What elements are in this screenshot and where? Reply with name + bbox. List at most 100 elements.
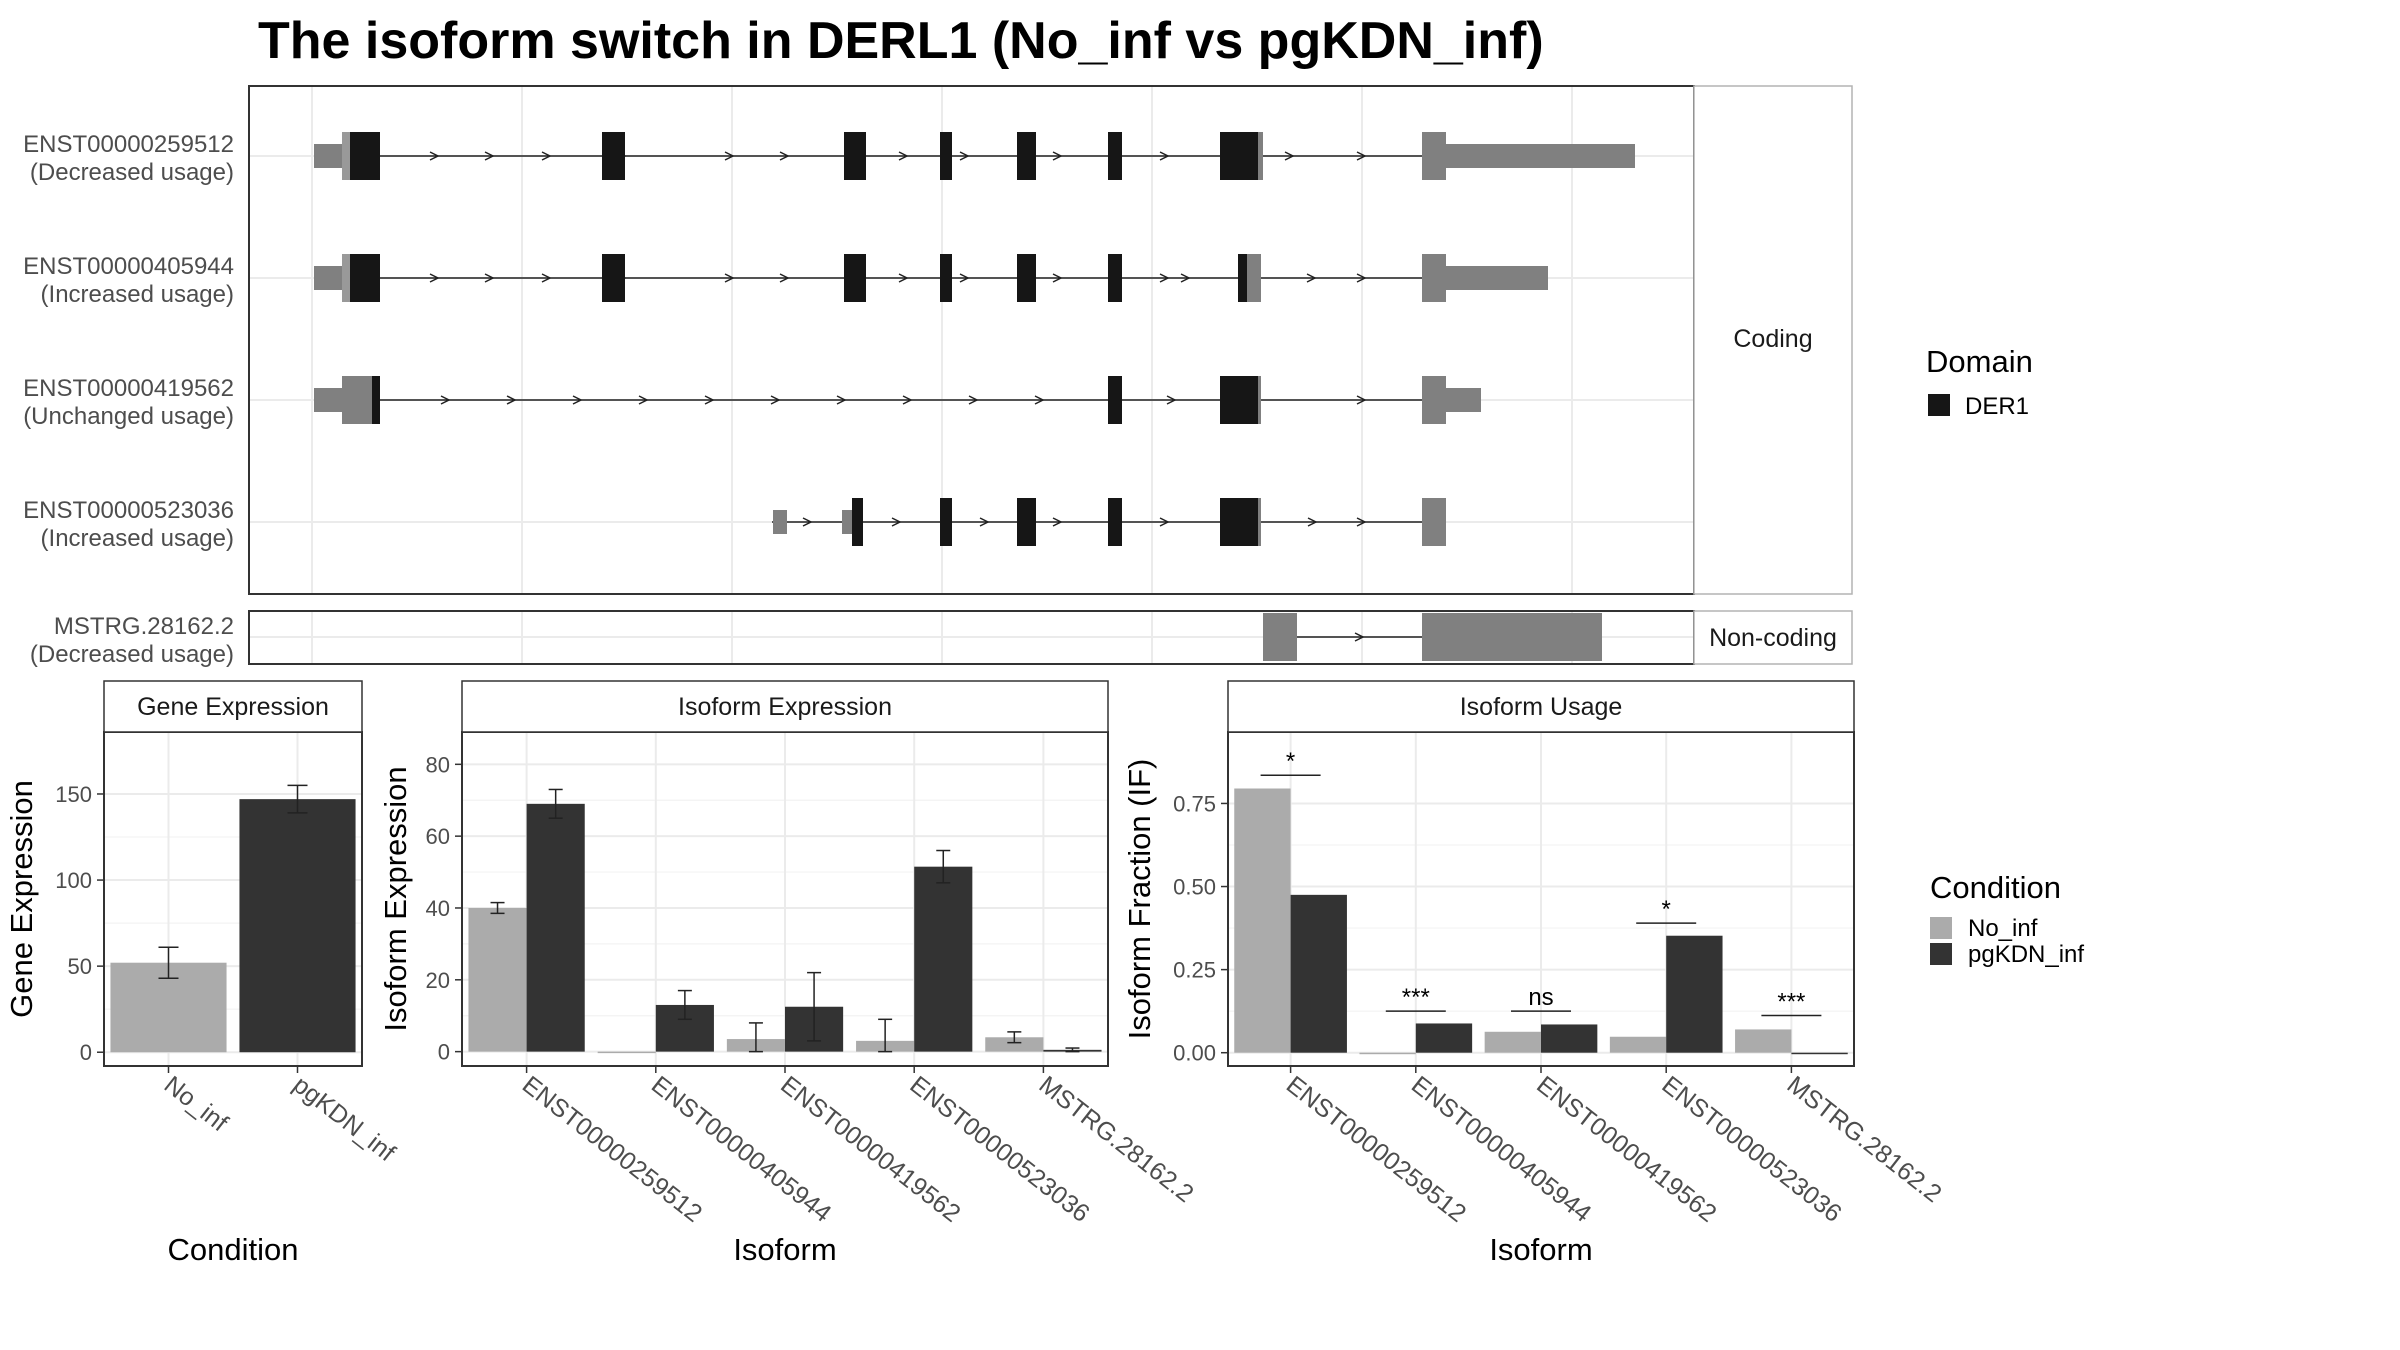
direction-arrow	[1052, 517, 1063, 527]
direction-arrow	[484, 151, 495, 161]
direction-arrow	[779, 151, 790, 161]
der1-domain-exon	[1108, 132, 1122, 180]
exon-part	[342, 132, 350, 180]
y-tick-label: 0.50	[1173, 875, 1216, 900]
y-tick-label: 100	[55, 868, 92, 893]
direction-arrow	[779, 273, 790, 283]
direction-arrow	[898, 273, 909, 283]
bar	[1484, 1031, 1541, 1053]
x-axis-title: Condition	[168, 1232, 299, 1267]
der1-domain-exon	[372, 376, 380, 424]
y-tick-label: 0	[438, 1040, 450, 1065]
panel-strip	[103, 680, 363, 733]
utr-exon	[314, 266, 342, 290]
panel-title: Isoform Usage	[1460, 693, 1623, 721]
utr-exon	[314, 144, 342, 168]
bar	[468, 907, 527, 1052]
der1-domain-exon	[852, 498, 863, 546]
der1-domain-exon	[1220, 132, 1258, 180]
transcript-track	[314, 254, 1548, 302]
utr-exon	[1422, 613, 1602, 661]
direction-arrow	[1159, 517, 1170, 527]
condition-legend: Condition No_inf pgKDN_inf	[1930, 870, 2084, 968]
transcript-usage-label: (Unchanged usage)	[23, 403, 234, 430]
direction-arrow	[541, 273, 552, 283]
y-tick-label: 0.75	[1173, 791, 1216, 816]
direction-arrow	[429, 151, 440, 161]
direction-arrow	[770, 395, 781, 405]
significance-label: ***	[1777, 988, 1805, 1015]
der1-domain-exon	[844, 254, 866, 302]
figure-title: The isoform switch in DERL1 (No_inf vs p…	[258, 12, 1544, 70]
direction-arrow	[802, 517, 813, 527]
utr-exon	[1446, 388, 1481, 412]
utr-exon	[1446, 266, 1548, 290]
der1-domain-exon	[940, 254, 952, 302]
utr-exon	[1258, 498, 1261, 546]
utr-exon	[1422, 132, 1446, 180]
significance-label: ns	[1528, 984, 1553, 1011]
panel-strip	[1227, 680, 1855, 733]
utr-exon	[342, 376, 372, 424]
panel-title: Gene Expression	[137, 693, 329, 721]
x-tick-label: pgKDN_inf	[288, 1071, 401, 1168]
coding-strip-label: Coding	[1733, 325, 1812, 353]
utr-exon	[1422, 498, 1446, 546]
der1-domain-exon	[602, 254, 625, 302]
der1-domain-exon	[1220, 376, 1258, 424]
direction-arrow	[1306, 273, 1317, 283]
der1-domain-exon	[1017, 132, 1036, 180]
y-tick-label: 0.00	[1173, 1041, 1216, 1066]
transcript-usage-label: (Decreased usage)	[30, 159, 234, 186]
y-axis-title: Isoform Expression	[378, 766, 413, 1031]
transcript-id-label: ENST00000523036	[23, 497, 234, 524]
direction-arrow	[902, 395, 913, 405]
bar	[1735, 1029, 1792, 1053]
direction-arrow	[1307, 517, 1318, 527]
utr-exon	[1446, 144, 1635, 168]
noncoding-strip-label: Non-coding	[1709, 624, 1837, 652]
y-axis-title: Isoform Fraction (IF)	[1122, 759, 1157, 1040]
direction-arrow	[1356, 517, 1367, 527]
coding-panel-bg	[249, 86, 1694, 594]
legend-label-pgkdn-inf: pgKDN_inf	[1968, 941, 2084, 968]
direction-arrow	[968, 395, 979, 405]
legend-label-no-inf: No_inf	[1968, 915, 2038, 942]
direction-arrow	[1034, 395, 1045, 405]
bar	[597, 1051, 656, 1054]
significance-label: *	[1662, 896, 1671, 923]
direction-arrow	[979, 517, 990, 527]
x-axis-title: Isoform	[1489, 1232, 1592, 1267]
structure-grid	[249, 86, 1694, 664]
utr-exon	[842, 510, 852, 534]
direction-arrow	[836, 395, 847, 405]
transcript-usage-label: (Increased usage)	[41, 525, 234, 552]
legend-swatch-no-inf	[1930, 917, 1952, 939]
significance-label: *	[1286, 748, 1295, 775]
transcript-usage-label: (Increased usage)	[41, 281, 234, 308]
y-tick-label: 0	[80, 1040, 92, 1065]
bar	[1609, 1036, 1667, 1053]
utr-exon	[1422, 376, 1446, 424]
bar	[239, 799, 356, 1053]
direction-arrow	[638, 395, 649, 405]
y-tick-label: 80	[426, 752, 450, 777]
y-tick-label: 60	[426, 824, 450, 849]
domain-legend-label: DER1	[1965, 393, 2029, 420]
y-axis-title: Gene Expression	[4, 780, 39, 1018]
der1-domain-exon	[940, 498, 952, 546]
der1-domain-exon	[350, 254, 380, 302]
direction-arrow	[429, 273, 440, 283]
y-tick-label: 0.25	[1173, 958, 1216, 983]
direction-arrow	[724, 273, 735, 283]
transcript-id-label: MSTRG.28162.2	[54, 613, 234, 640]
bar	[1290, 894, 1347, 1053]
bar	[1666, 935, 1723, 1053]
transcript-id-label: ENST00000259512	[23, 131, 234, 158]
direction-arrow	[1356, 151, 1367, 161]
direction-arrow	[1052, 151, 1063, 161]
der1-domain-exon	[1108, 498, 1122, 546]
direction-arrow	[724, 151, 735, 161]
utr-exon	[1263, 613, 1297, 661]
